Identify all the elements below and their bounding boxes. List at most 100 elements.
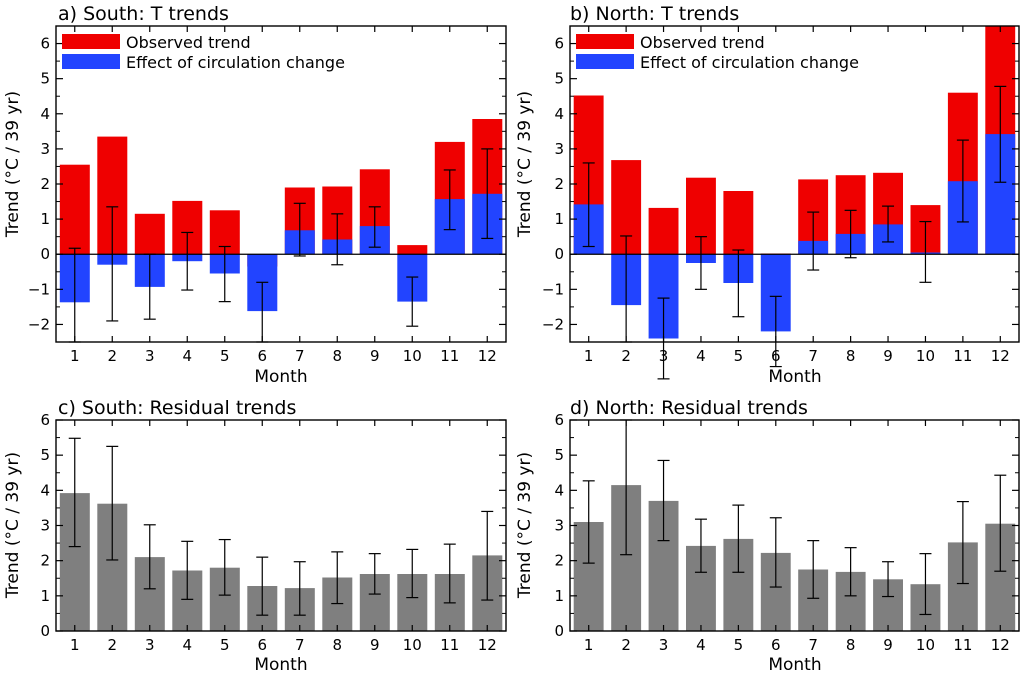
error-bar-3 [143, 524, 156, 590]
x-tick-label-6: 6 [257, 636, 267, 654]
y-tick-label: 1 [554, 587, 564, 605]
legend-swatch-observed [576, 34, 634, 49]
y-tick-label: 3 [554, 517, 564, 535]
x-tick-label-8: 8 [846, 636, 856, 654]
x-tick-label-11: 11 [953, 347, 972, 365]
legend-label-observed: Observed trend [126, 33, 251, 52]
error-bar-5 [218, 538, 231, 596]
x-tick-label-12: 12 [991, 636, 1010, 654]
legend-label-observed: Observed trend [640, 33, 765, 52]
error-bar-7 [807, 540, 820, 599]
error-bar-9 [368, 206, 381, 248]
error-bar-4 [181, 231, 194, 291]
x-tick-label-12: 12 [991, 347, 1010, 365]
y-tick-label: 4 [40, 481, 50, 499]
x-tick-label-3: 3 [145, 636, 155, 654]
error-bar-4 [694, 236, 707, 290]
x-tick-label-2: 2 [107, 636, 117, 654]
y-tick-label: 2 [40, 175, 50, 193]
y-tick-label: 2 [554, 552, 564, 570]
y-tick-label: 4 [554, 481, 564, 499]
y-tick-label: 2 [554, 175, 564, 193]
error-bar-8 [844, 209, 857, 259]
error-bar-2 [106, 445, 119, 561]
bar-observed-1 [59, 164, 90, 255]
error-bar-5 [218, 245, 231, 303]
error-bar-3 [657, 459, 670, 542]
x-tick-label-7: 7 [295, 347, 305, 365]
panel-d-title: d) North: Residual trends [570, 397, 808, 419]
error-bar-10 [919, 220, 932, 283]
y-tick-label: 4 [554, 105, 564, 123]
legend-label-circulation: Effect of circulation change [126, 53, 345, 72]
error-bar-7 [293, 561, 306, 616]
panel-a-legend: Observed trend Effect of circulation cha… [62, 33, 345, 72]
x-tick-label-6: 6 [257, 347, 267, 365]
x-tick-label-11: 11 [440, 636, 459, 654]
error-bar-12 [481, 148, 494, 240]
error-bar-12 [994, 474, 1007, 572]
error-bar-6 [769, 517, 782, 588]
bar-observed-3 [648, 207, 679, 255]
panel-c-title: c) South: Residual trends [58, 397, 296, 419]
error-bar-12 [994, 85, 1007, 183]
error-bar-10 [406, 548, 419, 599]
y-tick-label: 2 [40, 552, 50, 570]
y-tick-label: 5 [554, 70, 564, 88]
x-tick-label-9: 9 [883, 347, 893, 365]
x-tick-label-9: 9 [370, 636, 380, 654]
x-tick-label-8: 8 [332, 636, 342, 654]
x-tick-label-6: 6 [771, 636, 781, 654]
x-tick-label-10: 10 [916, 347, 935, 365]
error-bar-10 [406, 276, 419, 327]
x-tick-label-1: 1 [70, 636, 80, 654]
panel-c-xlabel: Month [254, 655, 307, 675]
error-bar-7 [293, 202, 306, 257]
x-tick-label-12: 12 [478, 347, 497, 365]
x-tick-label-4: 4 [696, 347, 706, 365]
error-bar-2 [106, 206, 119, 322]
x-tick-label-9: 9 [370, 347, 380, 365]
error-bar-3 [143, 253, 156, 320]
y-tick-label: −1 [28, 280, 50, 298]
panel-d-xlabel: Month [768, 655, 821, 675]
bar-observed-5 [723, 191, 754, 255]
panel-b-title: b) North: T trends [570, 3, 739, 25]
x-tick-label-4: 4 [182, 347, 192, 365]
x-tick-label-11: 11 [440, 347, 459, 365]
error-bar-1 [582, 162, 595, 248]
error-bar-9 [368, 553, 381, 595]
y-tick-label: 6 [554, 35, 564, 53]
y-tick-label: 1 [554, 210, 564, 228]
x-tick-label-8: 8 [846, 347, 856, 365]
x-tick-label-3: 3 [145, 347, 155, 365]
x-tick-label-10: 10 [403, 636, 422, 654]
error-bar-1 [582, 480, 595, 564]
x-tick-label-10: 10 [916, 636, 935, 654]
error-bar-6 [769, 295, 782, 368]
x-tick-label-2: 2 [621, 636, 631, 654]
x-tick-label-7: 7 [808, 347, 818, 365]
y-tick-label: 3 [40, 517, 50, 535]
x-tick-label-2: 2 [107, 347, 117, 365]
error-bar-9 [882, 205, 895, 243]
x-tick-label-6: 6 [771, 347, 781, 365]
panel-d-ylabel: Trend (°C / 39 yr) [515, 452, 535, 599]
y-tick-label: 0 [40, 622, 50, 640]
panel-b-ylabel: Trend (°C / 39 yr) [515, 91, 535, 238]
y-tick-label: −2 [542, 315, 564, 333]
y-tick-label: 5 [40, 446, 50, 464]
error-bar-4 [694, 518, 707, 573]
y-tick-label: 4 [40, 105, 50, 123]
error-bar-11 [956, 139, 969, 223]
y-tick-label: 6 [554, 411, 564, 429]
y-tick-label: 3 [554, 140, 564, 158]
x-tick-label-1: 1 [584, 347, 594, 365]
